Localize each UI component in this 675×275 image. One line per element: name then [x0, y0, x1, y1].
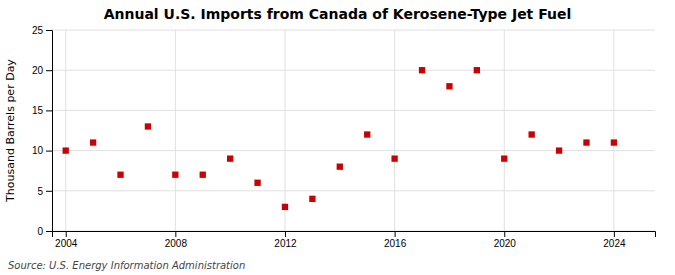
tick-mark [46, 70, 52, 71]
chart: 2004 2008 2012 2016 2020 2024 0 5 10 15 20 25 Annual… [0, 0, 675, 275]
point [145, 123, 151, 129]
tick-label: 25 [32, 25, 44, 36]
tick-mark [46, 231, 52, 232]
grid-line [65, 30, 66, 231]
tick-label: 2024 [603, 238, 626, 249]
point [337, 164, 343, 170]
grid [52, 30, 655, 231]
tick: 20 [32, 65, 52, 76]
point [364, 131, 370, 137]
axis-line [53, 232, 656, 238]
tick: 2008 [165, 231, 188, 249]
tick-label: 20 [32, 65, 44, 76]
tick: 0 [37, 226, 52, 237]
grid-line [52, 190, 655, 191]
tick-mark [504, 231, 505, 237]
point [309, 196, 315, 202]
tick: 2024 [603, 231, 626, 249]
tick-mark [395, 231, 396, 237]
grid-line [175, 30, 176, 231]
tick: 2020 [494, 231, 517, 249]
axis-line [46, 31, 53, 232]
point [172, 172, 178, 178]
grid-line [504, 30, 505, 231]
grid-line [613, 30, 614, 231]
point [282, 204, 288, 210]
point [611, 139, 617, 145]
tick-label: 2008 [165, 238, 188, 249]
tick-mark [46, 110, 52, 111]
tick-label: 2012 [274, 238, 297, 249]
tick: 15 [32, 105, 52, 116]
point [556, 147, 562, 153]
point [528, 131, 534, 137]
grid-line [52, 110, 655, 111]
tick: 10 [32, 145, 52, 156]
tick-mark [46, 151, 52, 152]
tick-label: 2004 [55, 238, 78, 249]
tick-label: 0 [37, 226, 43, 237]
y-axis-label: Thousand Barrels per Day [4, 59, 17, 203]
plot-area: 2004 2008 2012 2016 2020 2024 0 5 10 15 20 25 [32, 25, 656, 249]
point [90, 139, 96, 145]
point [474, 67, 480, 73]
tick-label: 2020 [494, 238, 517, 249]
tick-mark [66, 231, 67, 237]
tick: 2016 [384, 231, 407, 249]
tick-label: 5 [37, 186, 43, 197]
tick: 2004 [55, 231, 78, 249]
point [63, 147, 69, 153]
y-axis: 0 5 10 15 20 25 [32, 25, 53, 237]
tick-mark [46, 30, 52, 31]
x-axis: 2004 2008 2012 2016 2020 2024 [53, 231, 656, 249]
grid-line [52, 70, 655, 71]
tick-label: 15 [32, 105, 44, 116]
point [117, 172, 123, 178]
tick-label: 2016 [384, 238, 407, 249]
tick: 5 [37, 186, 52, 197]
grid-line [394, 30, 395, 231]
tick-mark [614, 231, 615, 237]
point [419, 67, 425, 73]
point [254, 180, 260, 186]
point [446, 83, 452, 89]
grid-line [52, 30, 655, 31]
grid-line [284, 30, 285, 231]
point [391, 155, 397, 161]
tick: 25 [32, 25, 52, 36]
point [200, 172, 206, 178]
tick-label: 10 [32, 145, 44, 156]
point [227, 155, 233, 161]
grid-line [52, 150, 655, 151]
tick-mark [285, 231, 286, 237]
point [583, 139, 589, 145]
tick-mark [46, 191, 52, 192]
source-note: Source: U.S. Energy Information Administ… [8, 260, 245, 271]
tick: 2012 [274, 231, 297, 249]
points [63, 67, 618, 210]
tick-mark [175, 231, 176, 237]
point [501, 155, 507, 161]
title: Annual U.S. Imports from Canada of Keros… [104, 6, 572, 22]
